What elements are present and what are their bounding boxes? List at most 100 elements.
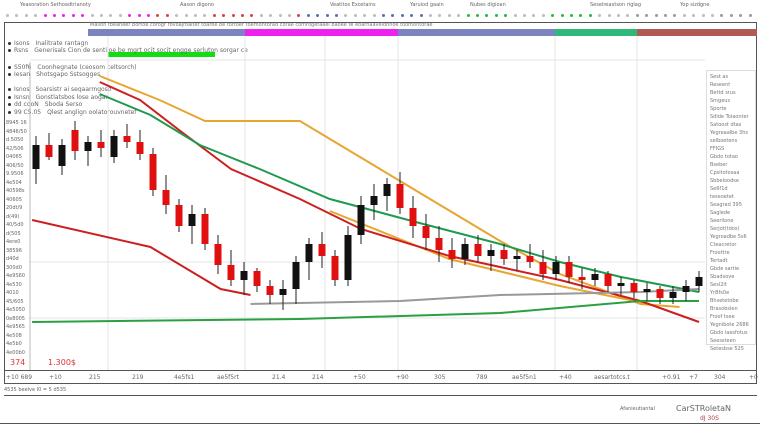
- marker-dot: [729, 14, 733, 17]
- candle[interactable]: [409, 208, 417, 226]
- candle[interactable]: [357, 205, 365, 235]
- legend-item[interactable]: Rsns Generisals Cion de sentiloe be mgrt …: [8, 47, 248, 54]
- marker-dot: [316, 14, 320, 17]
- candle[interactable]: [331, 256, 339, 280]
- candle[interactable]: [461, 244, 469, 259]
- info-row: Froottre: [710, 250, 730, 256]
- candle[interactable]: [669, 292, 677, 298]
- timeline-segment[interactable]: [245, 29, 398, 36]
- candle[interactable]: [474, 244, 482, 256]
- marker-dot: [288, 14, 291, 17]
- info-row: Sbadsove: [710, 274, 735, 280]
- candle[interactable]: [630, 283, 638, 292]
- moving-average-line: [31, 219, 251, 296]
- candle[interactable]: [396, 184, 404, 208]
- info-row: Tertadt: [710, 258, 728, 264]
- candle[interactable]: [110, 136, 118, 157]
- candle[interactable]: [422, 226, 430, 238]
- x-tick-label: 4e5fs1: [174, 374, 195, 381]
- candle[interactable]: [643, 289, 651, 292]
- candle[interactable]: [344, 235, 352, 280]
- candle[interactable]: [604, 274, 612, 286]
- y-tick-label: 4e5b0: [6, 341, 22, 347]
- legend-item[interactable]: Isons Inalitrate rantagn: [8, 40, 88, 47]
- legend-item[interactable]: S50f6 Coonhegnate (ceosom celtsorch): [8, 64, 137, 71]
- marker-dot: [118, 14, 122, 17]
- candle[interactable]: [175, 205, 183, 226]
- legend-label: Qlest anglign oolatorouvnetef: [47, 109, 137, 116]
- timeline-segment[interactable]: [637, 29, 757, 36]
- y-tick-label: 04065: [6, 154, 22, 160]
- candle[interactable]: [136, 142, 144, 154]
- candle[interactable]: [318, 244, 326, 256]
- candle[interactable]: [448, 250, 456, 259]
- candle[interactable]: [682, 286, 690, 292]
- info-row: Sdlde Toiaonter: [710, 114, 749, 120]
- marker-dot: [363, 14, 367, 17]
- candle[interactable]: [58, 145, 66, 166]
- candle[interactable]: [487, 250, 495, 256]
- candle[interactable]: [227, 265, 235, 280]
- legend-item[interactable]: Isnos Soarsistr ai seqaarmgoso: [8, 86, 111, 93]
- info-row: Yegroadbe 5s6: [710, 234, 747, 240]
- moving-average-line: [99, 81, 700, 323]
- moving-average-line: [32, 300, 699, 323]
- info-row: Froof tsee: [710, 314, 735, 320]
- candle[interactable]: [214, 244, 222, 265]
- candle[interactable]: [292, 262, 300, 289]
- legend-item[interactable]: Iesan Shotsgapo Sstsogges: [8, 71, 100, 78]
- marker-dot: [335, 14, 338, 17]
- candle[interactable]: [253, 271, 261, 286]
- legend-label: Coonhegnate (ceosom celtsorch): [37, 64, 137, 71]
- legend-item[interactable]: Isnsn Gonstlatsbos lose aogar: [8, 94, 108, 101]
- bullet-icon: [8, 66, 11, 69]
- marker-dot: [165, 14, 169, 17]
- candle[interactable]: [513, 256, 521, 259]
- legend-label: Soarsistr ai seqaarmgoso: [35, 86, 112, 93]
- candle[interactable]: [266, 286, 274, 295]
- candle[interactable]: [695, 277, 703, 286]
- candle[interactable]: [123, 136, 131, 142]
- candle[interactable]: [383, 184, 391, 196]
- info-row: Smgeus: [710, 98, 731, 104]
- x-tick-label: +90: [396, 374, 409, 381]
- legend-item[interactable]: dd cdoN Sboda Serso: [8, 101, 82, 108]
- bullet-icon: [8, 111, 11, 114]
- candle[interactable]: [149, 154, 157, 190]
- candle[interactable]: [45, 145, 53, 157]
- candle[interactable]: [97, 142, 105, 148]
- candle[interactable]: [71, 130, 79, 151]
- candle[interactable]: [188, 214, 196, 226]
- candle[interactable]: [370, 196, 378, 205]
- candle[interactable]: [552, 262, 560, 274]
- candle[interactable]: [201, 214, 209, 244]
- candle[interactable]: [240, 271, 248, 280]
- candle[interactable]: [565, 262, 573, 277]
- candle[interactable]: [526, 256, 534, 262]
- candle[interactable]: [305, 244, 313, 262]
- marker-dot: [513, 14, 517, 17]
- candle[interactable]: [435, 238, 443, 250]
- y-tick-label: 40605: [6, 196, 22, 203]
- marker-dot: [15, 14, 19, 17]
- y-tick-label: 20dt/9: [6, 205, 23, 211]
- candle[interactable]: [500, 250, 508, 259]
- candle[interactable]: [162, 190, 170, 205]
- candle[interactable]: [32, 145, 40, 169]
- price-marker: 1.300$: [48, 358, 76, 367]
- candle[interactable]: [591, 274, 599, 280]
- timeline-segment[interactable]: [398, 29, 555, 36]
- candle[interactable]: [617, 283, 625, 286]
- candle[interactable]: [539, 262, 547, 274]
- legend-item[interactable]: 99 C5.05 Qlest anglign oolatorouvnetef: [8, 109, 136, 116]
- candle[interactable]: [84, 142, 92, 151]
- marker-dot: [269, 14, 273, 17]
- marker-dot: [241, 14, 244, 17]
- candle[interactable]: [279, 289, 287, 295]
- candle[interactable]: [656, 289, 664, 298]
- timeline-segment[interactable]: [555, 29, 637, 36]
- info-row: selboetens: [710, 138, 738, 144]
- candle[interactable]: [578, 277, 586, 280]
- timeline-segment[interactable]: [88, 29, 245, 36]
